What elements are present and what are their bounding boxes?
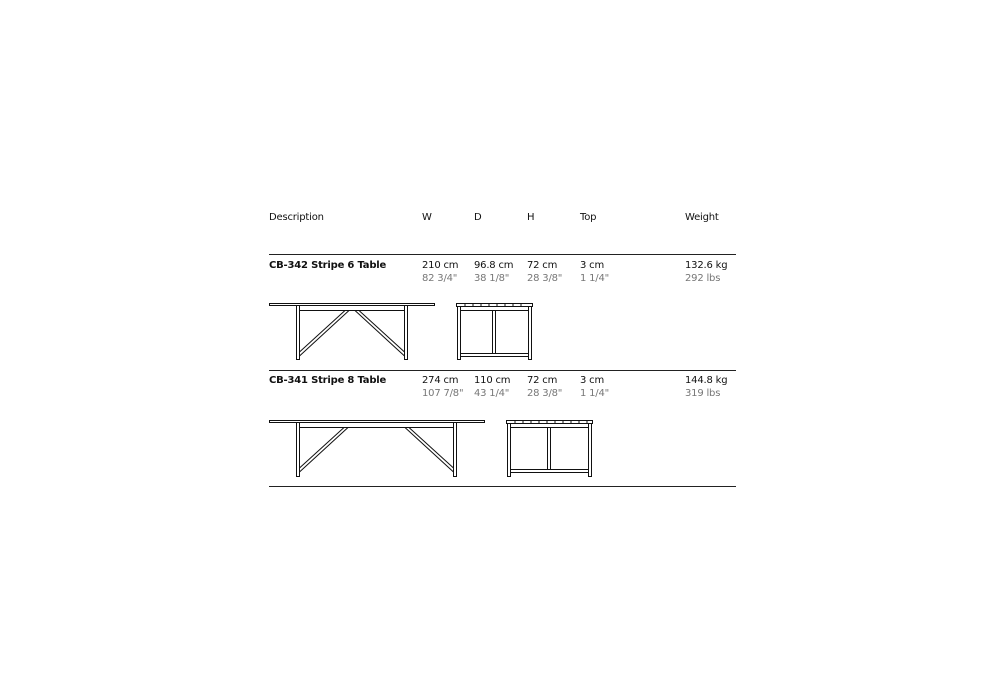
divider bbox=[269, 254, 736, 255]
header-d: D bbox=[474, 212, 482, 223]
header-top: Top bbox=[580, 212, 597, 223]
divider bbox=[269, 486, 736, 487]
height-in: 28 3/8" bbox=[527, 388, 563, 399]
width-in: 107 7/8" bbox=[422, 388, 464, 399]
weight-kg: 144.8 kg bbox=[685, 375, 728, 386]
weight-lbs: 319 lbs bbox=[685, 388, 721, 399]
weight-kg: 132.6 kg bbox=[685, 260, 728, 271]
width-in: 82 3/4" bbox=[422, 273, 458, 284]
top-in: 1 1/4" bbox=[580, 273, 610, 284]
table-side-view-1 bbox=[269, 303, 435, 360]
top-in: 1 1/4" bbox=[580, 388, 610, 399]
product-name: CB-342 Stripe 6 Table bbox=[269, 260, 387, 271]
header-weight: Weight bbox=[685, 212, 719, 223]
divider bbox=[269, 370, 736, 371]
depth-in: 43 1/4" bbox=[474, 388, 510, 399]
header-description: Description bbox=[269, 212, 324, 223]
header-w: W bbox=[422, 212, 432, 223]
product-name: CB-341 Stripe 8 Table bbox=[269, 375, 387, 386]
top-cm: 3 cm bbox=[580, 375, 604, 386]
height-cm: 72 cm bbox=[527, 375, 558, 386]
height-cm: 72 cm bbox=[527, 260, 558, 271]
header-h: H bbox=[527, 212, 535, 223]
weight-lbs: 292 lbs bbox=[685, 273, 721, 284]
table-end-view-2 bbox=[506, 420, 593, 477]
width-cm: 274 cm bbox=[422, 375, 459, 386]
depth-in: 38 1/8" bbox=[474, 273, 510, 284]
width-cm: 210 cm bbox=[422, 260, 459, 271]
height-in: 28 3/8" bbox=[527, 273, 563, 284]
depth-cm: 110 cm bbox=[474, 375, 511, 386]
table-end-view-1 bbox=[456, 303, 533, 360]
table-side-view-2 bbox=[269, 420, 485, 477]
top-cm: 3 cm bbox=[580, 260, 604, 271]
depth-cm: 96.8 cm bbox=[474, 260, 514, 271]
